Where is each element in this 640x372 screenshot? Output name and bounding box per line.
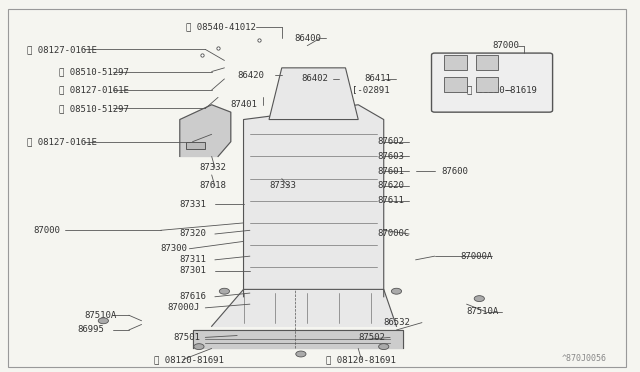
Text: 87618: 87618 — [199, 182, 226, 190]
Polygon shape — [180, 105, 231, 157]
Circle shape — [296, 351, 306, 357]
Text: Ⓑ 08120-81691: Ⓑ 08120-81691 — [326, 355, 396, 364]
Text: 87602: 87602 — [378, 137, 404, 146]
Text: 87320: 87320 — [180, 230, 207, 238]
Bar — [444, 77, 467, 92]
Circle shape — [99, 318, 108, 324]
Text: 87332: 87332 — [199, 163, 226, 172]
Text: 87401: 87401 — [231, 100, 258, 109]
FancyBboxPatch shape — [431, 53, 552, 112]
Text: Ⓑ 08120-81691: Ⓑ 08120-81691 — [154, 355, 224, 364]
Text: Ⓢ 08510-51297: Ⓢ 08510-51297 — [59, 104, 129, 113]
Text: 87331: 87331 — [180, 200, 207, 209]
Text: 87616: 87616 — [180, 292, 207, 301]
Text: 87301: 87301 — [180, 266, 207, 275]
Text: Ⓑ 08127-0161E: Ⓑ 08127-0161E — [59, 86, 129, 94]
Text: 86402: 86402 — [301, 74, 328, 83]
Circle shape — [474, 296, 484, 302]
Text: 87502: 87502 — [358, 333, 385, 342]
Text: 86995: 86995 — [78, 326, 105, 334]
Text: 87000A: 87000A — [460, 251, 492, 261]
Circle shape — [220, 288, 230, 294]
Polygon shape — [244, 105, 384, 297]
Text: 87300: 87300 — [161, 244, 188, 253]
Polygon shape — [212, 289, 396, 326]
Text: 87611: 87611 — [378, 196, 404, 205]
Circle shape — [194, 344, 204, 350]
Circle shape — [392, 288, 401, 294]
Text: 87333: 87333 — [269, 182, 296, 190]
Bar — [476, 55, 499, 70]
Text: 87510A: 87510A — [84, 311, 116, 320]
Text: 87000J: 87000J — [167, 303, 199, 312]
Text: 87000C: 87000C — [378, 230, 410, 238]
Text: Ⓢ 08320-81619: Ⓢ 08320-81619 — [467, 86, 536, 94]
Text: 87620: 87620 — [378, 182, 404, 190]
Polygon shape — [193, 330, 403, 349]
Bar — [186, 142, 205, 149]
Text: 87510A: 87510A — [467, 307, 499, 316]
Text: 86532: 86532 — [384, 318, 411, 327]
Text: Ⓢ 08510-51297: Ⓢ 08510-51297 — [59, 67, 129, 76]
Text: 87000: 87000 — [492, 41, 519, 50]
Text: 87311: 87311 — [180, 255, 207, 264]
Text: Ⓢ 08540-41012: Ⓢ 08540-41012 — [186, 23, 256, 32]
Text: ^870J0056: ^870J0056 — [562, 354, 607, 363]
Bar — [444, 55, 467, 70]
Polygon shape — [269, 68, 358, 119]
Text: 87600: 87600 — [441, 167, 468, 176]
Text: Ⓑ 08127-0161E: Ⓑ 08127-0161E — [27, 45, 97, 54]
Text: 87501: 87501 — [173, 333, 200, 342]
Text: 86400: 86400 — [294, 34, 321, 43]
Text: 87603: 87603 — [378, 152, 404, 161]
Text: 87000: 87000 — [33, 226, 60, 235]
Text: [-02891: [-02891 — [352, 86, 390, 94]
Circle shape — [379, 344, 389, 350]
Text: 86411: 86411 — [365, 74, 392, 83]
Text: Ⓑ 08127-0161E: Ⓑ 08127-0161E — [27, 137, 97, 146]
Text: 86420: 86420 — [237, 71, 264, 80]
Bar — [476, 77, 499, 92]
Text: 87601: 87601 — [378, 167, 404, 176]
